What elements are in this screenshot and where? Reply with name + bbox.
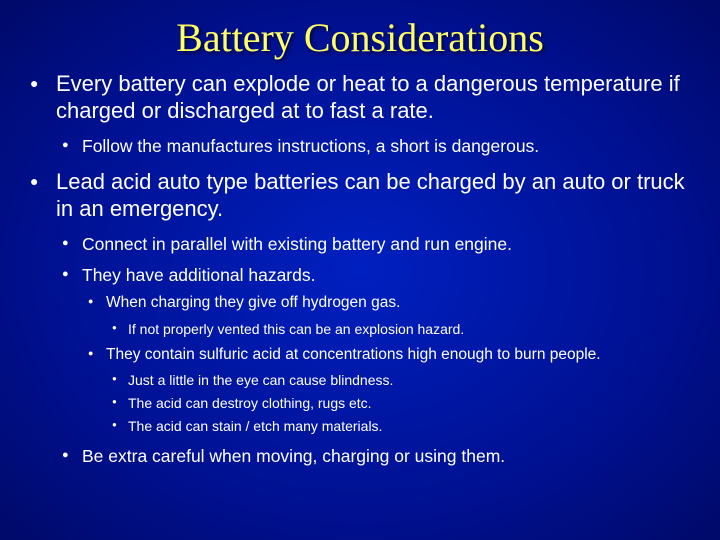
bullet-text: Every battery can explode or heat to a d… xyxy=(56,71,680,123)
bullet-lvl4: The acid can destroy clothing, rugs etc. xyxy=(128,394,690,412)
bullet-text: They have additional hazards. xyxy=(82,265,315,285)
bullet-text: Be extra careful when moving, charging o… xyxy=(82,446,505,466)
bullet-lvl4: Just a little in the eye can cause blind… xyxy=(128,371,690,389)
bullet-lvl3: They contain sulfuric acid at concentrat… xyxy=(106,345,690,436)
bullet-text: The acid can stain / etch many materials… xyxy=(128,418,382,434)
bullet-lvl3: When charging they give off hydrogen gas… xyxy=(106,293,690,337)
bullet-lvl1: Lead acid auto type batteries can be cha… xyxy=(54,169,690,467)
slide-title: Battery Considerations xyxy=(0,0,720,71)
bullet-lvl4: If not properly vented this can be an ex… xyxy=(128,320,690,338)
bullet-text: Just a little in the eye can cause blind… xyxy=(128,372,393,388)
bullet-text: Follow the manufactures instructions, a … xyxy=(82,136,539,156)
bullet-text: If not properly vented this can be an ex… xyxy=(128,321,464,337)
bullet-lvl2: Follow the manufactures instructions, a … xyxy=(82,135,690,157)
bullet-lvl1: Every battery can explode or heat to a d… xyxy=(54,71,690,157)
bullet-lvl4: The acid can stain / etch many materials… xyxy=(128,417,690,435)
bullet-lvl2: They have additional hazards. When charg… xyxy=(82,264,690,435)
bullet-lvl2: Be extra careful when moving, charging o… xyxy=(82,445,690,467)
bullet-text: Lead acid auto type batteries can be cha… xyxy=(56,169,685,221)
bullet-text: Connect in parallel with existing batter… xyxy=(82,234,512,254)
slide-content: Every battery can explode or heat to a d… xyxy=(0,71,720,467)
bullet-lvl2: Connect in parallel with existing batter… xyxy=(82,233,690,255)
bullet-text: They contain sulfuric acid at concentrat… xyxy=(106,346,601,363)
bullet-text: When charging they give off hydrogen gas… xyxy=(106,294,400,311)
bullet-text: The acid can destroy clothing, rugs etc. xyxy=(128,395,372,411)
